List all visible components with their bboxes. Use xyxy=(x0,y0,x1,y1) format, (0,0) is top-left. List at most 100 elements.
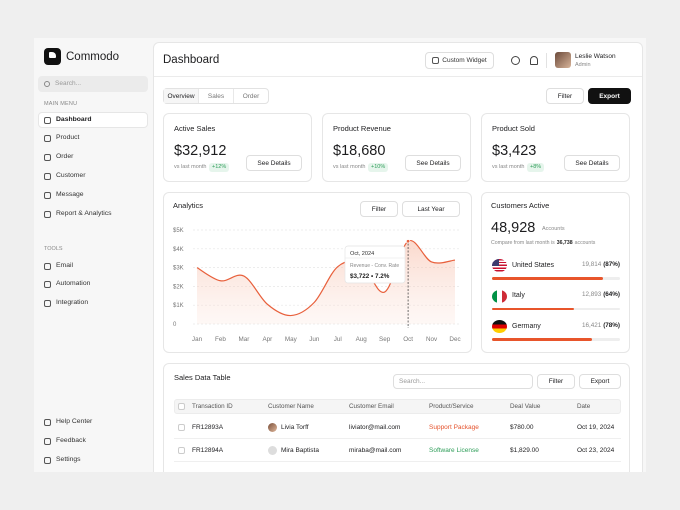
custom-widget-button[interactable]: Custom Widget xyxy=(425,52,494,69)
customers-value: 48,928 xyxy=(491,220,536,236)
country-flag xyxy=(492,320,507,333)
icon xyxy=(432,57,440,64)
button-label: See Details xyxy=(575,159,609,167)
table-export-button[interactable]: Export xyxy=(579,374,621,389)
country-stats: 19,814 (87%) xyxy=(560,261,620,268)
button-label: Last Year xyxy=(417,205,445,213)
row-divider xyxy=(174,438,621,439)
share-bar xyxy=(492,338,592,341)
tab-label: Order xyxy=(242,92,260,100)
menu-item[interactable]: Automation xyxy=(56,280,91,288)
table-cell: Oct 23, 2024 xyxy=(577,447,615,454)
country-count: 16,421 xyxy=(581,321,602,329)
see-details-button[interactable]: See Details xyxy=(564,155,620,171)
icon xyxy=(44,154,51,162)
kpi-compare: vs last month xyxy=(174,164,207,170)
compare-value: 36,738 xyxy=(556,240,573,246)
share-track xyxy=(492,338,620,341)
icon xyxy=(44,418,51,426)
table-filter-button[interactable]: Filter xyxy=(537,374,575,389)
button-label: Filter xyxy=(371,205,387,213)
user-name: Leslie Watson xyxy=(575,53,616,60)
table-cell: liviator@mail.com xyxy=(349,424,401,431)
tab-label: Sales xyxy=(207,92,225,100)
table-cell: Support Package xyxy=(429,424,479,431)
icon xyxy=(44,172,51,180)
table-cell: Software License xyxy=(429,447,479,454)
row-divider xyxy=(174,461,621,462)
compare-suffix: accounts xyxy=(574,240,596,246)
table-search[interactable]: Search... xyxy=(393,374,533,389)
button-label: Filter xyxy=(548,378,564,385)
checkbox[interactable] xyxy=(178,424,185,431)
kpi-card: Product Sold $3,423 vs last month +8% See De… xyxy=(481,113,630,182)
table-cell: Mira Baptista xyxy=(281,447,319,454)
chart-filter-button[interactable]: Filter xyxy=(360,201,398,217)
menu-item[interactable]: Message xyxy=(56,190,84,198)
button-label: Export xyxy=(599,92,620,100)
avatar xyxy=(555,52,571,68)
tab[interactable]: Overview xyxy=(164,89,198,103)
menu-item[interactable]: Product xyxy=(56,134,80,142)
kpi-card: Product Revenue $18,680 vs last month +10% S… xyxy=(322,113,471,182)
tab[interactable]: Sales xyxy=(198,89,233,103)
column-header: Deal Value xyxy=(510,403,541,410)
column-header: Customer Email xyxy=(349,403,394,410)
see-details-button[interactable]: See Details xyxy=(246,155,302,171)
export-button[interactable]: Export xyxy=(588,88,631,104)
brand-name: Commodo xyxy=(66,51,120,63)
icon xyxy=(44,210,51,218)
share-track xyxy=(492,307,620,310)
filter-button[interactable]: Filter xyxy=(546,88,584,104)
country-flag xyxy=(492,259,507,272)
menu-item[interactable]: Report & Analytics xyxy=(56,209,112,217)
menu-item[interactable]: Dashboard xyxy=(56,115,92,123)
tab[interactable]: Order xyxy=(233,89,268,103)
search-icon xyxy=(44,81,50,87)
section-label: TOOLS xyxy=(44,246,63,252)
kpi-value: $18,680 xyxy=(333,143,386,159)
checkbox[interactable] xyxy=(178,403,185,410)
table-cell: FR12894A xyxy=(192,447,224,454)
country-name: Italy xyxy=(512,292,525,299)
icon xyxy=(44,135,51,143)
menu-item[interactable]: Integration xyxy=(56,298,89,306)
menu-active xyxy=(38,112,148,128)
customers-unit: Accounts xyxy=(542,226,565,232)
column-header: Product/Service xyxy=(429,403,474,410)
checkbox[interactable] xyxy=(178,447,185,454)
button-label: Filter xyxy=(557,92,573,100)
column-header: Transaction ID xyxy=(192,403,233,410)
icon xyxy=(44,116,51,124)
kpi-change: +8% xyxy=(527,163,545,172)
menu-item[interactable]: Order xyxy=(56,153,74,161)
kpi-title: Active Sales xyxy=(174,124,216,133)
menu-item[interactable]: Customer xyxy=(56,171,86,179)
menu-item[interactable]: Feedback xyxy=(56,436,86,444)
chevron xyxy=(625,56,630,65)
table-cell: $780.00 xyxy=(510,424,534,431)
button-label: Custom Widget xyxy=(442,57,487,64)
menu-item[interactable]: Settings xyxy=(56,455,81,463)
section-label: MAIN MENU xyxy=(44,101,78,107)
search-placeholder: Search... xyxy=(55,80,82,87)
country-name: United States xyxy=(512,261,555,269)
country-count: 12,893 xyxy=(581,291,602,298)
button-label: See Details xyxy=(416,159,450,167)
logo-mark xyxy=(49,52,56,58)
country-share: (78%) xyxy=(603,321,620,329)
kpi-title: Product Sold xyxy=(492,124,535,133)
button-label: See Details xyxy=(257,159,291,167)
tab-label: Overview xyxy=(167,92,195,100)
app-window: Commodo Search... MAIN MENU Dashboard Produc… xyxy=(34,38,646,472)
period-select[interactable]: Last Year xyxy=(402,201,460,217)
kpi-value: $3,423 xyxy=(492,143,537,159)
share-bar xyxy=(492,307,574,310)
page-title: Dashboard xyxy=(163,54,220,66)
menu-item[interactable]: Email xyxy=(56,261,73,269)
menu-item[interactable]: Help Center xyxy=(56,417,93,425)
customers-title: Customers Active xyxy=(491,201,550,210)
sidebar-search[interactable]: Search... xyxy=(38,76,148,92)
table-cell: FR12893A xyxy=(192,424,224,431)
see-details-button[interactable]: See Details xyxy=(405,155,461,171)
